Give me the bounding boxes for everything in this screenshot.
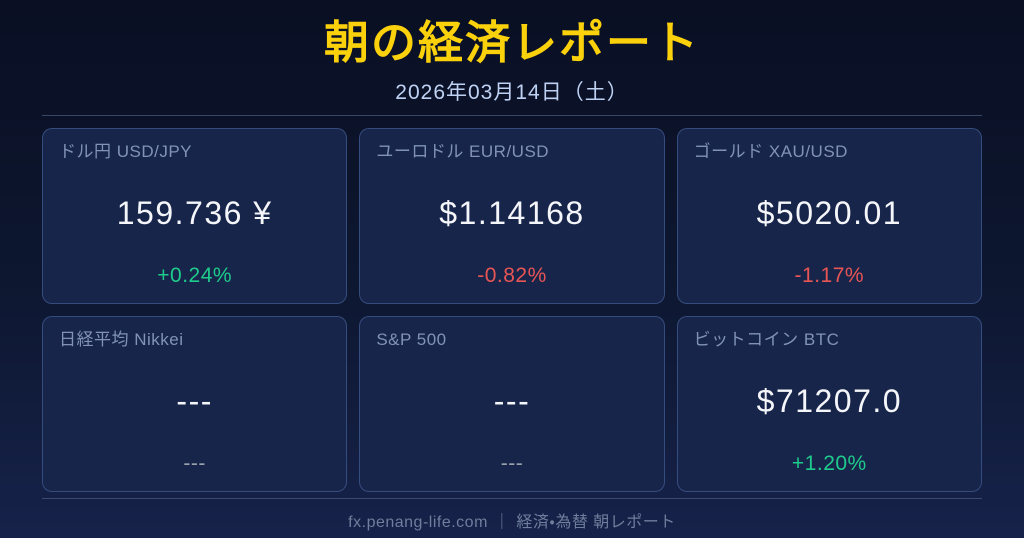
card-usdjpy: ドル円 USD/JPY 159.736 ¥ +0.24% xyxy=(42,128,348,305)
card-change: +0.24% xyxy=(157,264,233,288)
card-change: +1.20% xyxy=(791,452,867,476)
card-sp500: S&P 500 --- --- xyxy=(359,316,665,493)
card-label: ビットコイン BTC xyxy=(693,330,840,350)
card-value: $1.14168 xyxy=(439,194,585,231)
card-nikkei: 日経平均 Nikkei --- --- xyxy=(42,316,348,493)
card-value-area: --- xyxy=(376,351,647,453)
card-change: --- xyxy=(183,452,206,476)
card-change: -1.17% xyxy=(794,264,865,288)
card-value: --- xyxy=(493,382,531,419)
card-value-area: $71207.0 xyxy=(694,351,965,453)
card-eurusd: ユーロドル EUR/USD $1.14168 -0.82% xyxy=(359,128,665,305)
card-value-area: $1.14168 xyxy=(376,163,647,265)
card-value-area: $5020.01 xyxy=(694,163,965,265)
header-divider xyxy=(42,115,982,117)
cards-grid: ドル円 USD/JPY 159.736 ¥ +0.24% ユーロドル EUR/U… xyxy=(42,128,982,493)
footer-site: fx.penang-life.com xyxy=(348,514,488,532)
card-value: 159.736 ¥ xyxy=(116,194,273,231)
card-xauusd: ゴールド XAU/USD $5020.01 -1.17% xyxy=(676,128,982,305)
card-label: S&P 500 xyxy=(376,330,447,350)
page-title: 朝の経済レポート xyxy=(323,17,700,68)
card-value: $71207.0 xyxy=(756,382,903,419)
card-value-area: 159.736 ¥ xyxy=(59,163,330,265)
card-change: -0.82% xyxy=(477,264,547,288)
card-value: --- xyxy=(176,382,213,419)
card-btc: ビットコイン BTC $71207.0 +1.20% xyxy=(676,316,982,493)
footer: fx.penang-life.com ｜ 経済・為替 朝レポート xyxy=(42,498,982,532)
card-change: --- xyxy=(500,452,524,476)
card-value-area: --- xyxy=(59,351,330,453)
card-value: $5020.01 xyxy=(756,194,903,231)
card-label: ユーロドル EUR/USD xyxy=(376,142,550,162)
card-label: ドル円 USD/JPY xyxy=(59,142,193,162)
footer-separator: ｜ xyxy=(493,514,511,532)
card-label: ゴールド XAU/USD xyxy=(693,142,848,162)
report-date: 2026年03月14日（土） xyxy=(395,81,629,104)
card-label: 日経平均 Nikkei xyxy=(59,330,184,350)
report-header: 朝の経済レポート 2026年03月14日（土） xyxy=(0,0,1024,106)
footer-label: 経済・為替 朝レポート xyxy=(516,514,676,532)
